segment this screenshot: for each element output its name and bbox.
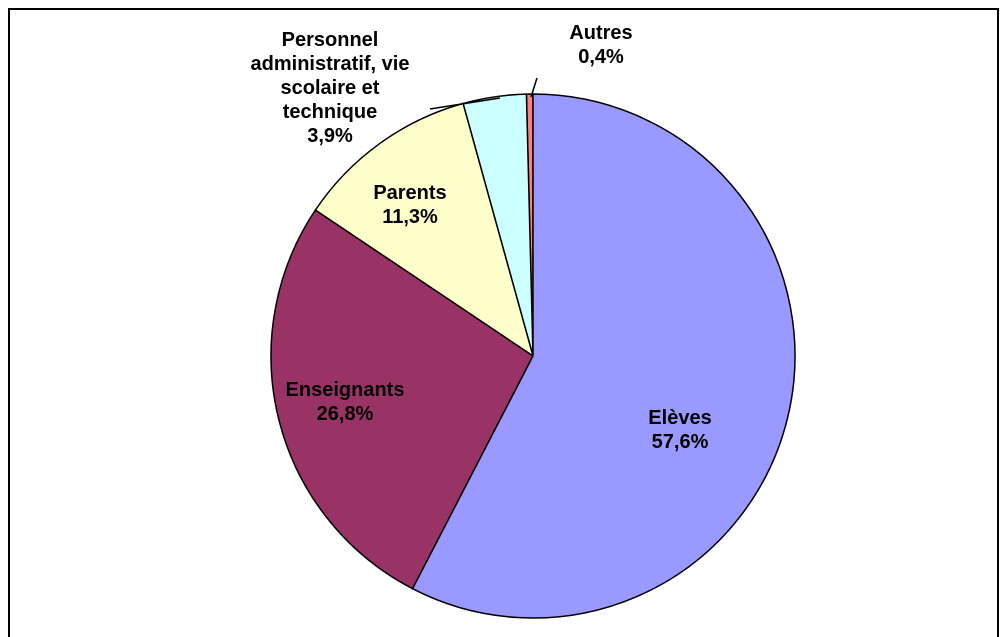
slice-label: Autres xyxy=(569,22,633,44)
pie-slice xyxy=(411,93,796,619)
value-label: 26,8% xyxy=(316,403,374,425)
slice-label: Enseignants xyxy=(285,379,405,401)
slice-label: Parents xyxy=(373,182,447,204)
value-label: 0,4% xyxy=(578,46,624,68)
leader-line xyxy=(530,77,538,98)
value-label: 3,9% xyxy=(307,125,353,147)
value-label: 11,3% xyxy=(382,206,438,228)
value-label: 57,6% xyxy=(651,431,709,453)
pie-slice xyxy=(270,209,534,590)
slice-label: Elèves xyxy=(648,407,712,429)
frame xyxy=(8,8,999,637)
leader-line xyxy=(429,97,501,110)
pie-slice xyxy=(314,102,535,358)
slice-label: Personnel administratif, vie scolaire et… xyxy=(250,29,410,123)
